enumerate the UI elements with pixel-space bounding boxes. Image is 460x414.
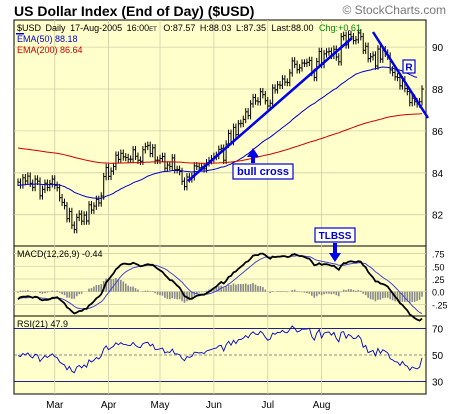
rsi-label: RSI(21) 47.9	[17, 319, 68, 329]
chart-title: US Dollar Index (End of Day) ($USD)	[14, 3, 254, 19]
info-high: H:88.03	[200, 23, 232, 33]
bull-cross-box	[232, 163, 294, 180]
month-label: Jul	[261, 400, 274, 411]
rsi-line	[17, 325, 423, 374]
price-ytick-label: 90	[432, 43, 444, 54]
info-low: L:87.35	[236, 23, 266, 33]
info-open: O:87.57	[163, 23, 195, 33]
price-ytick-label: 86	[432, 127, 444, 138]
macd-ytick-label: -.25	[432, 300, 448, 310]
price-panel	[13, 19, 427, 247]
month-label: Aug	[313, 400, 331, 411]
macd-ytick-label: .75	[432, 250, 445, 260]
price-ytick-label: 82	[432, 211, 444, 222]
info-date: 17-Aug-2005	[70, 23, 122, 33]
info-change: Chg:+0.61	[319, 23, 361, 33]
legend-ema50-swatch	[16, 33, 24, 35]
legend-ema200: EMA(200) 86.64	[17, 45, 83, 55]
r-label: R	[405, 63, 413, 74]
tlbss-box	[314, 227, 356, 243]
watermark: © StockCharts.com	[342, 3, 446, 17]
tlbss-arrow	[329, 243, 341, 262]
month-label: May	[151, 400, 170, 411]
price-ytick-label: 84	[432, 169, 444, 180]
info-tz: ET	[149, 27, 157, 33]
price-ytick-label: 88	[432, 85, 444, 96]
macd-line	[17, 252, 423, 322]
ema200-line	[17, 113, 423, 164]
rsi-ytick-label: 30	[432, 377, 444, 388]
macd-ytick-label: .25	[432, 275, 445, 285]
annotations: bull cross R TLBSS	[187, 31, 430, 262]
month-label: Mar	[46, 400, 64, 411]
info-last: Last:88.00	[271, 23, 313, 33]
r-box	[402, 59, 416, 74]
info-time: 16:00	[127, 23, 150, 33]
svg-text:$USD Daily 17-Aug-: $USD Daily 17-Aug-2005 16:00ET O:87.57 H…	[17, 23, 361, 33]
month-label: Apr	[101, 400, 117, 411]
bull-cross-arrow	[247, 148, 259, 163]
trendline-up	[187, 37, 353, 182]
tlbss-label: TLBSS	[319, 231, 352, 242]
trendline-down	[371, 31, 430, 119]
macd-ytick-label: 0.0	[432, 288, 445, 298]
bull-cross-label: bull cross	[237, 166, 289, 178]
ema50-line	[17, 66, 418, 199]
month-label: Jun	[206, 400, 222, 411]
legend-ema50: EMA(50) 88.18	[17, 34, 78, 44]
rsi-ytick-label: 70	[432, 325, 444, 336]
info-period: Daily	[46, 23, 67, 33]
info-symbol: $USD	[17, 23, 42, 33]
macd-ytick-label: .50	[432, 262, 445, 272]
macd-label: MACD(12,26,9) -0.44	[17, 249, 103, 259]
price-info-line: $USD Daily 17-Aug-2005 16:00ET O:87.57 H…	[17, 23, 361, 33]
rsi-ytick-label: 50	[432, 351, 444, 362]
